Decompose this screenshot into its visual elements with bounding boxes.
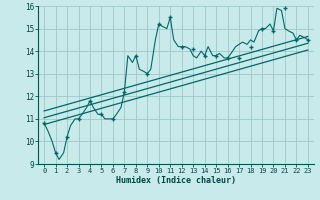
- X-axis label: Humidex (Indice chaleur): Humidex (Indice chaleur): [116, 176, 236, 185]
